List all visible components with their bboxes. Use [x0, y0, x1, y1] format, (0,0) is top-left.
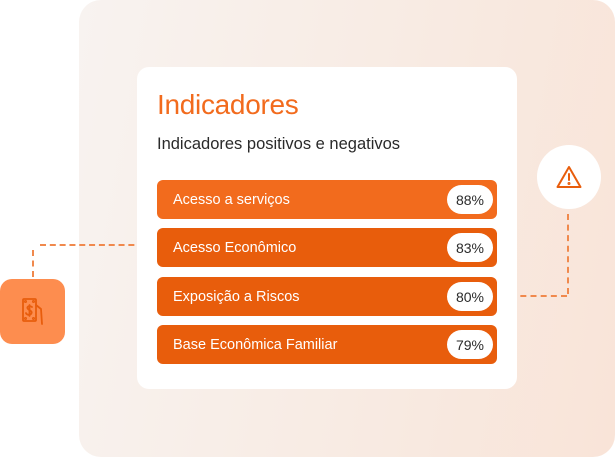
- indicator-row: Acesso a serviços 88%: [157, 180, 497, 219]
- indicator-row: Base Econômica Familiar 79%: [157, 325, 497, 364]
- indicators-card: Indicadores Indicadores positivos e nega…: [137, 67, 517, 389]
- indicator-value: 88%: [447, 185, 493, 214]
- indicator-label: Exposição a Riscos: [173, 288, 300, 305]
- money-hand-icon: [21, 297, 43, 325]
- indicator-value: 80%: [447, 282, 493, 311]
- indicator-label: Acesso a serviços: [173, 191, 290, 208]
- indicator-value: 83%: [447, 233, 493, 262]
- connector-line-right: [500, 295, 567, 297]
- warning-badge: [537, 145, 601, 209]
- connector-line-left: [40, 244, 154, 246]
- indicator-row: Acesso Econômico 83%: [157, 228, 497, 267]
- indicator-value: 79%: [447, 330, 493, 359]
- card-title: Indicadores: [157, 89, 299, 120]
- money-icon-box: [0, 279, 65, 344]
- indicator-row: Exposição a Riscos 80%: [157, 277, 497, 316]
- connector-line-right-vertical: [567, 214, 569, 294]
- indicator-label: Base Econômica Familiar: [173, 336, 338, 353]
- indicator-label: Acesso Econômico: [173, 239, 297, 256]
- connector-line-left-vertical: [32, 250, 34, 277]
- card-subtitle: Indicadores positivos e negativos: [157, 135, 401, 153]
- warning-triangle-icon: [556, 166, 582, 188]
